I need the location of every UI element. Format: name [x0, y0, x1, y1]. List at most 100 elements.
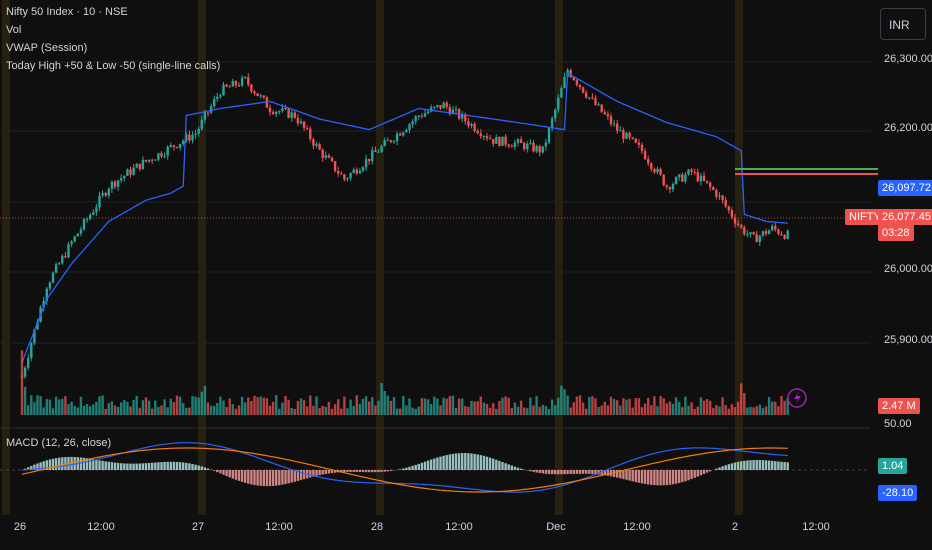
macd-hist-bar: [454, 453, 458, 470]
macd-hist-bar: [27, 467, 30, 470]
legend-macd[interactable]: MACD (12, 26, close): [6, 437, 112, 449]
volume-bar: [250, 400, 253, 415]
macd-hist-bar: [736, 461, 740, 470]
macd-hist-bar: [302, 470, 306, 480]
candle-body: [247, 76, 250, 85]
volume-bar: [687, 405, 690, 415]
volume-bar: [718, 406, 721, 415]
macd-hist-bar: [386, 470, 389, 472]
macd-hist-bar: [380, 470, 383, 472]
volume-bar: [144, 397, 148, 415]
volume-bar: [98, 396, 101, 415]
candle-body: [157, 153, 160, 160]
volume-bar: [557, 397, 560, 415]
candle-body: [594, 98, 597, 105]
candle-body: [343, 174, 346, 180]
macd-hist-bar: [324, 470, 327, 474]
volume-bar: [736, 401, 740, 415]
volume-bar: [693, 408, 696, 415]
candle-body: [724, 200, 727, 207]
volume-bar: [777, 406, 780, 415]
time-label-5: 12:00: [445, 521, 473, 533]
macd-hist-bar: [355, 470, 358, 472]
volume-bar: [488, 407, 492, 415]
volume-bar: [33, 402, 36, 415]
candle-body: [318, 144, 321, 150]
volume-bar: [27, 405, 30, 415]
macd-hist-bar: [442, 455, 445, 470]
volume-bar: [612, 399, 616, 415]
volume-bar: [510, 408, 513, 415]
candle-body: [76, 233, 79, 237]
volume-bar: [572, 402, 575, 415]
volume-bar: [36, 395, 39, 415]
volume-bar: [541, 404, 544, 415]
volume-bar: [761, 408, 765, 415]
candle-body: [417, 115, 420, 117]
macd-hist-bar: [687, 470, 690, 481]
candle-body: [448, 107, 451, 115]
macd-hist-bar: [296, 470, 300, 481]
candle-body: [98, 195, 101, 208]
macd-hist-bar: [420, 462, 424, 470]
macd-hist-bar: [253, 470, 256, 486]
candle-body: [67, 244, 70, 258]
candle-body: [163, 155, 166, 157]
macd-hist-bar: [371, 470, 374, 473]
candle-body: [281, 108, 284, 112]
macd-hist-bar: [498, 460, 501, 470]
volume-bar: [116, 406, 120, 415]
candle-body: [182, 140, 185, 144]
time-label-8: 2: [731, 521, 739, 533]
candle-body: [151, 159, 154, 161]
currency-button[interactable]: INR: [880, 8, 926, 40]
macd-hist-bar: [538, 470, 541, 474]
macd-hist-bar: [612, 470, 616, 477]
candle-body: [123, 175, 126, 179]
macd-hist-bar: [659, 470, 662, 486]
volume-bar: [755, 406, 758, 415]
volume-bar: [526, 408, 529, 415]
legend-vwap[interactable]: VWAP (Session): [6, 42, 88, 54]
volume-bar: [467, 406, 470, 415]
macd-hist-bar: [197, 465, 200, 470]
candle-body: [662, 174, 665, 186]
volume-bar: [485, 403, 489, 415]
macd-hist-bar: [507, 464, 510, 470]
volume-bar: [712, 408, 715, 415]
candle-body: [402, 132, 405, 136]
candle-body: [253, 91, 256, 94]
volume-bar: [268, 405, 272, 415]
macd-hist-bar: [312, 470, 315, 477]
candle-body: [721, 195, 724, 201]
candle-body: [550, 118, 554, 128]
macd-hist-bar: [634, 470, 637, 483]
candle-body: [306, 127, 309, 129]
macd-hist-bar: [30, 465, 33, 470]
chart-title: Nifty 50 Index · 10 · NSE: [6, 6, 128, 18]
macd-hist-bar: [709, 470, 712, 472]
macd-scale-label: 50.00: [884, 418, 912, 430]
volume-bar: [237, 405, 241, 415]
candle-body: [504, 136, 507, 145]
candle-body: [383, 140, 386, 147]
volume-bar: [702, 400, 706, 415]
macd-hist-bar: [557, 470, 560, 475]
macd-hist-bar: [290, 470, 293, 483]
volume-bar: [464, 405, 467, 415]
legend-vol[interactable]: Vol: [6, 24, 22, 36]
candle-body: [755, 234, 758, 243]
candle-body: [516, 139, 520, 143]
volume-bar: [606, 405, 610, 415]
candle-body: [197, 128, 200, 134]
macd-hist-bar: [123, 463, 126, 470]
volume-bar: [733, 406, 737, 415]
candle-body: [160, 153, 163, 157]
macd-hist-bar: [495, 459, 498, 470]
volume-bar: [240, 396, 244, 415]
macd-hist-bar: [120, 463, 123, 470]
candle-body: [612, 123, 616, 125]
macd-hist-bar: [715, 468, 718, 470]
legend-high-low[interactable]: Today High +50 & Low -50 (single-line ca…: [6, 60, 221, 72]
